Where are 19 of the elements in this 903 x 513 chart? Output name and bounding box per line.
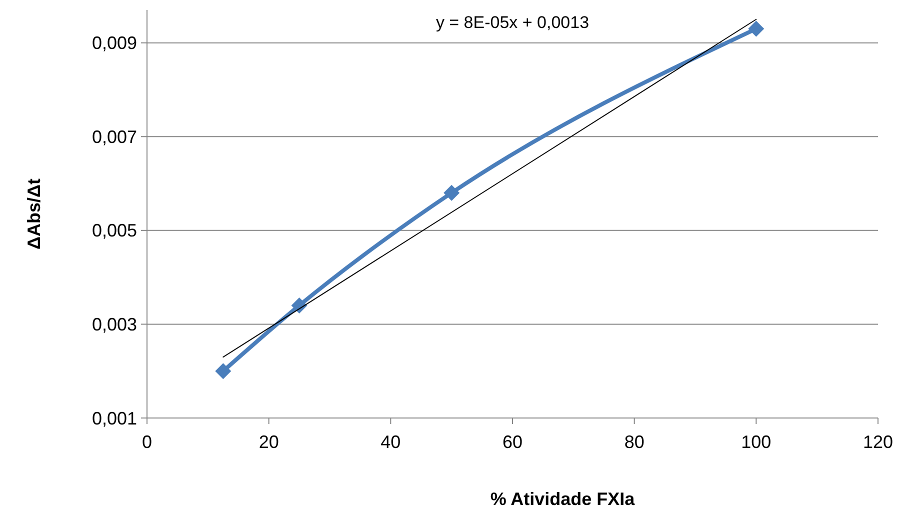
- y-tick-label: 0,001: [92, 408, 137, 428]
- annotation: y = 8E-05x + 0,0013: [436, 13, 590, 32]
- x-tick-label: 120: [862, 432, 894, 452]
- x-tick-label: 20: [258, 432, 279, 452]
- y-tick-label: 0,009: [92, 33, 137, 54]
- x-tick-label: 80: [624, 432, 644, 452]
- point: [748, 20, 764, 37]
- x-tick-label: 40: [380, 432, 401, 452]
- x-tick-label: 0: [142, 432, 152, 452]
- x-tick-label: 100: [741, 432, 772, 452]
- point: [291, 297, 308, 314]
- y-tick-label: 0,007: [92, 126, 137, 147]
- point: [215, 363, 232, 380]
- x-axis-title: % Atividade FXIa: [490, 489, 636, 509]
- y-tick-label: 0,003: [92, 314, 137, 335]
- point: [444, 184, 460, 201]
- y-tick-label: 0,005: [92, 220, 137, 241]
- x-tick-label: 60: [502, 432, 523, 452]
- y-axis-title: ΔAbs/Δt: [24, 178, 44, 250]
